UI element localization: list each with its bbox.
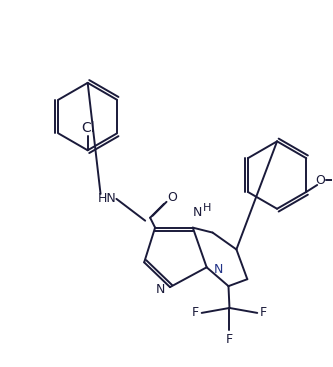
Text: F: F — [192, 306, 199, 319]
Text: N: N — [193, 206, 202, 219]
Text: HN: HN — [98, 192, 117, 206]
Text: F: F — [260, 306, 267, 319]
Text: H: H — [202, 203, 211, 213]
Text: F: F — [226, 333, 233, 346]
Text: O: O — [315, 174, 325, 186]
Text: O: O — [167, 191, 177, 204]
Text: N: N — [213, 263, 223, 276]
Text: N: N — [156, 283, 165, 295]
Text: Cl: Cl — [81, 121, 95, 135]
